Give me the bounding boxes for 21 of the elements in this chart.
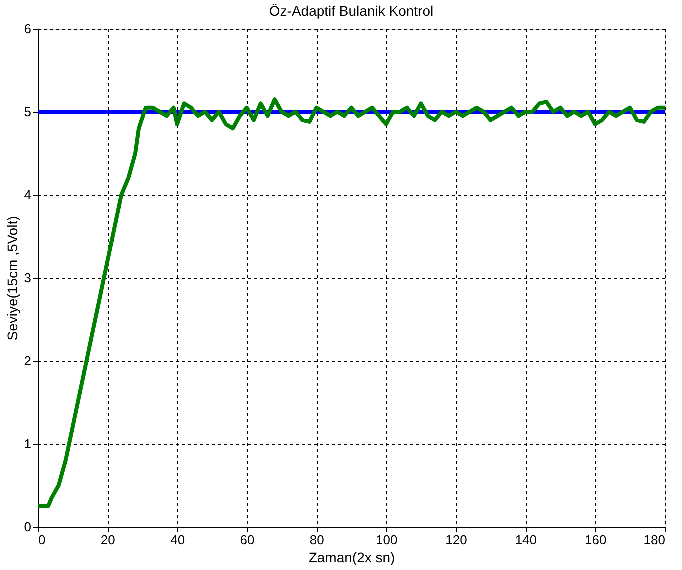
x-tick-label: 160: [584, 532, 607, 548]
y-tick-label: 1: [24, 436, 32, 452]
x-tick-label: 140: [515, 532, 538, 548]
line-series: [36, 98, 667, 508]
y-tick-label: 5: [24, 104, 32, 120]
y-tick-label: 3: [24, 270, 32, 286]
x-tick-label: 60: [240, 532, 255, 548]
x-tick-label: 20: [100, 532, 116, 548]
x-tick-label: 40: [170, 532, 186, 548]
y-tick-label: 6: [24, 22, 32, 36]
chart-title: Öz-Adaptif Bulanik Kontrol: [269, 3, 434, 19]
x-tick-label: 180: [644, 532, 666, 548]
y-axis-title: Seviye(15cm ,5Volt): [4, 216, 20, 341]
x-tick-label: 80: [310, 532, 324, 548]
y-tick-label: 2: [24, 354, 32, 368]
y-tick-label: 4: [24, 188, 32, 202]
x-tick-label: 120: [446, 532, 468, 548]
x-tick-label: 0: [38, 532, 46, 548]
x-tick-label: 100: [376, 532, 398, 548]
y-tick-label: 0: [24, 520, 32, 534]
x-axis-title: Zaman(2x sn): [308, 550, 396, 566]
